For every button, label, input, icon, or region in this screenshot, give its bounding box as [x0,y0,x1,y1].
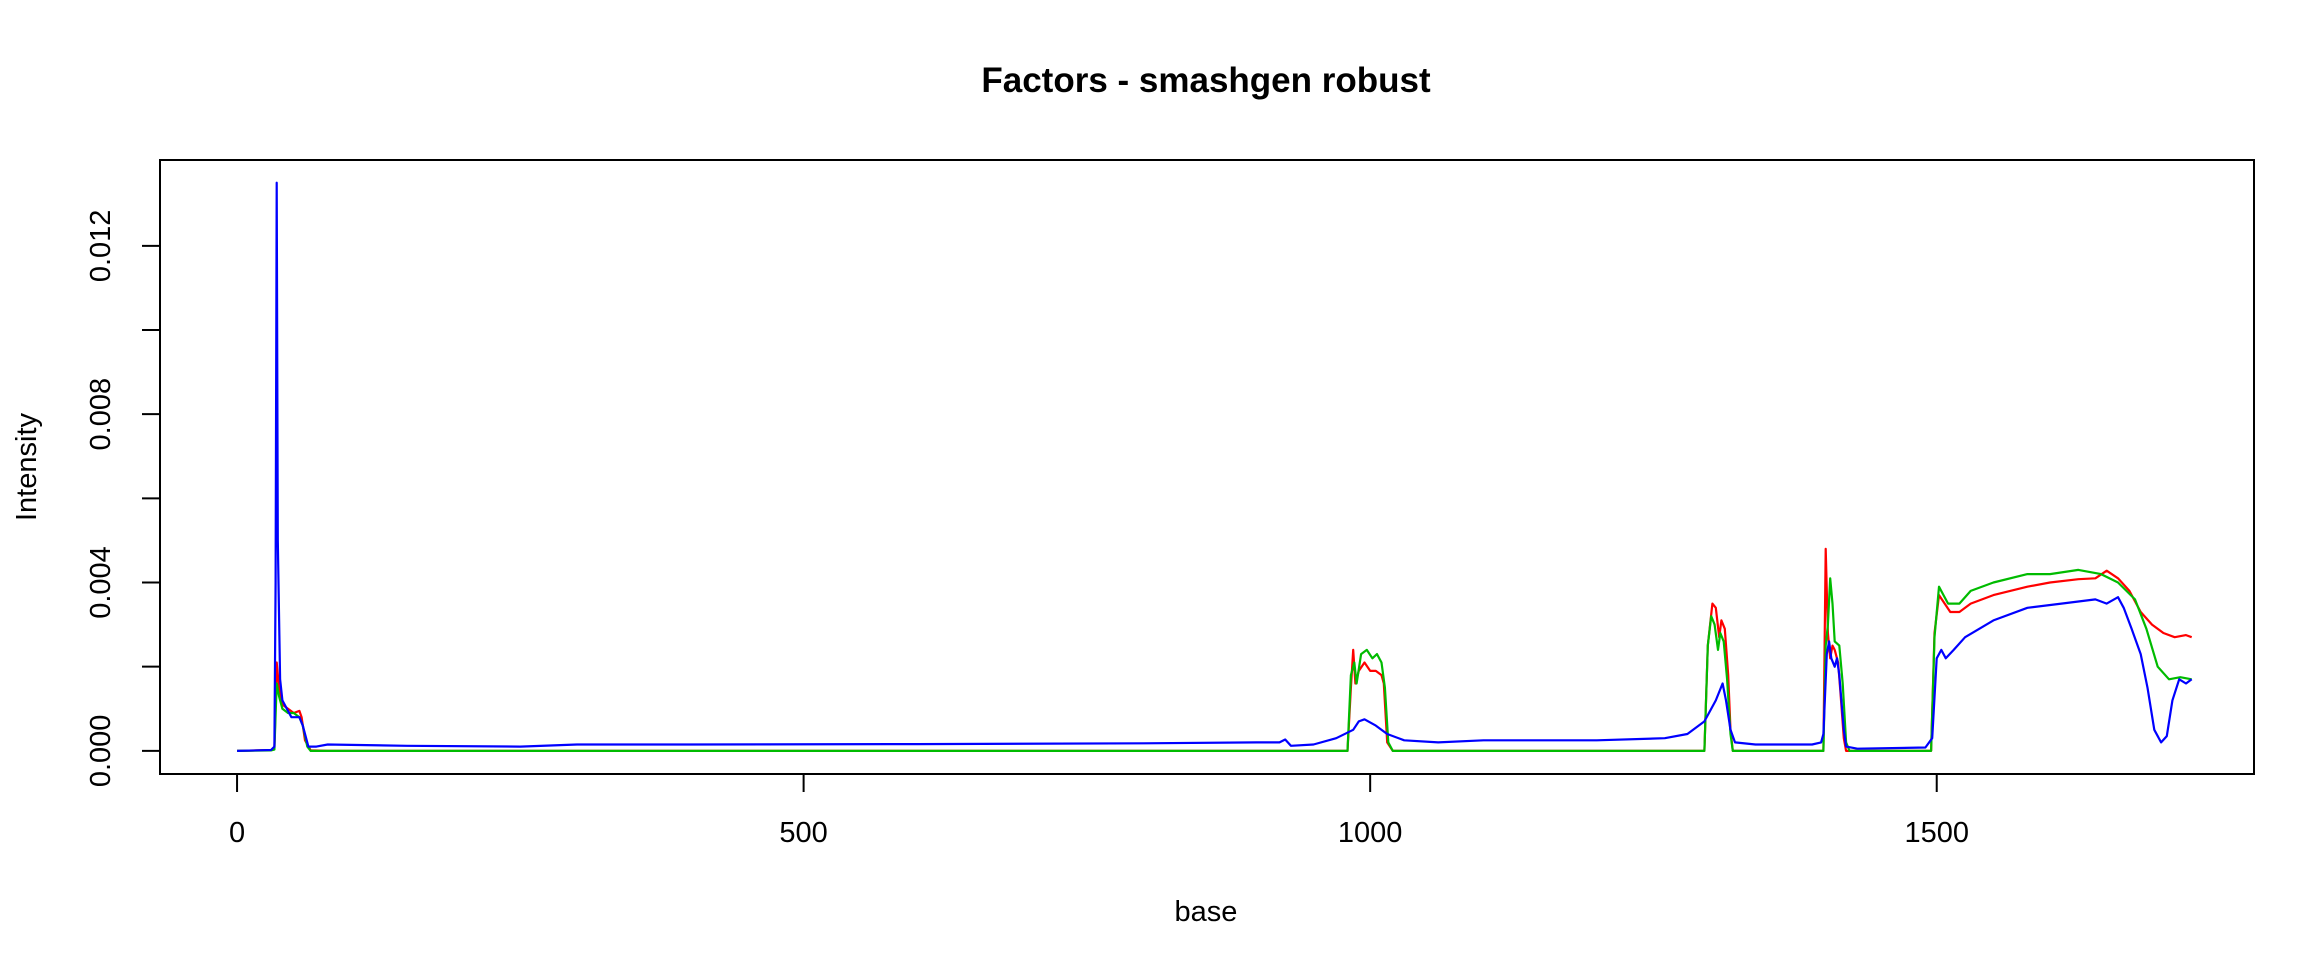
x-axis: 0 500 1000 1500 [229,773,1969,849]
x-axis-label: base [1175,896,1238,928]
chart-title: Factors - smashgen robust [981,61,1431,100]
y-tick-label-2: 0.004 [85,546,117,619]
series-line-1 [237,547,2193,752]
x-tick-label-500: 500 [779,817,827,849]
series-layer [237,181,2193,752]
series-line-3 [237,181,2193,752]
y-tick-label-4: 0.008 [85,378,117,451]
y-tick-label-0: 0.000 [85,715,117,788]
series-line-2 [237,568,2192,752]
plot-frame [159,159,2255,775]
x-tick-label-0: 0 [229,817,245,849]
x-tick-label-1500: 1500 [1904,817,1969,849]
x-tick-label-1000: 1000 [1338,817,1403,849]
y-tick-label-6: 0.012 [85,210,117,283]
y-axis: 0.000 0.004 0.008 0.012 [85,210,160,788]
y-axis-label: Intensity [11,413,43,521]
